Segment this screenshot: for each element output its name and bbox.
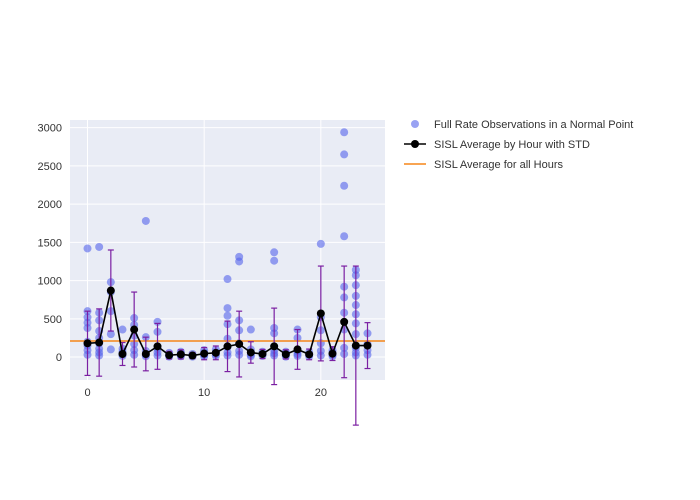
- svg-text:1500: 1500: [38, 237, 62, 249]
- legend: Full Rate Observations in a Normal Point…: [404, 119, 633, 171]
- svg-text:SISL Average for all Hours: SISL Average for all Hours: [434, 159, 564, 171]
- svg-text:2500: 2500: [38, 161, 62, 173]
- svg-text:0: 0: [84, 387, 90, 399]
- svg-text:2000: 2000: [38, 199, 62, 211]
- svg-text:20: 20: [315, 387, 327, 399]
- svg-text:500: 500: [44, 314, 62, 326]
- svg-text:0: 0: [56, 352, 62, 364]
- svg-text:1000: 1000: [38, 276, 62, 288]
- svg-text:SISL Average by Hour with STD: SISL Average by Hour with STD: [434, 139, 590, 151]
- svg-text:Full Rate Observations in a No: Full Rate Observations in a Normal Point: [434, 119, 633, 131]
- svg-text:3000: 3000: [38, 123, 62, 135]
- svg-text:10: 10: [198, 387, 210, 399]
